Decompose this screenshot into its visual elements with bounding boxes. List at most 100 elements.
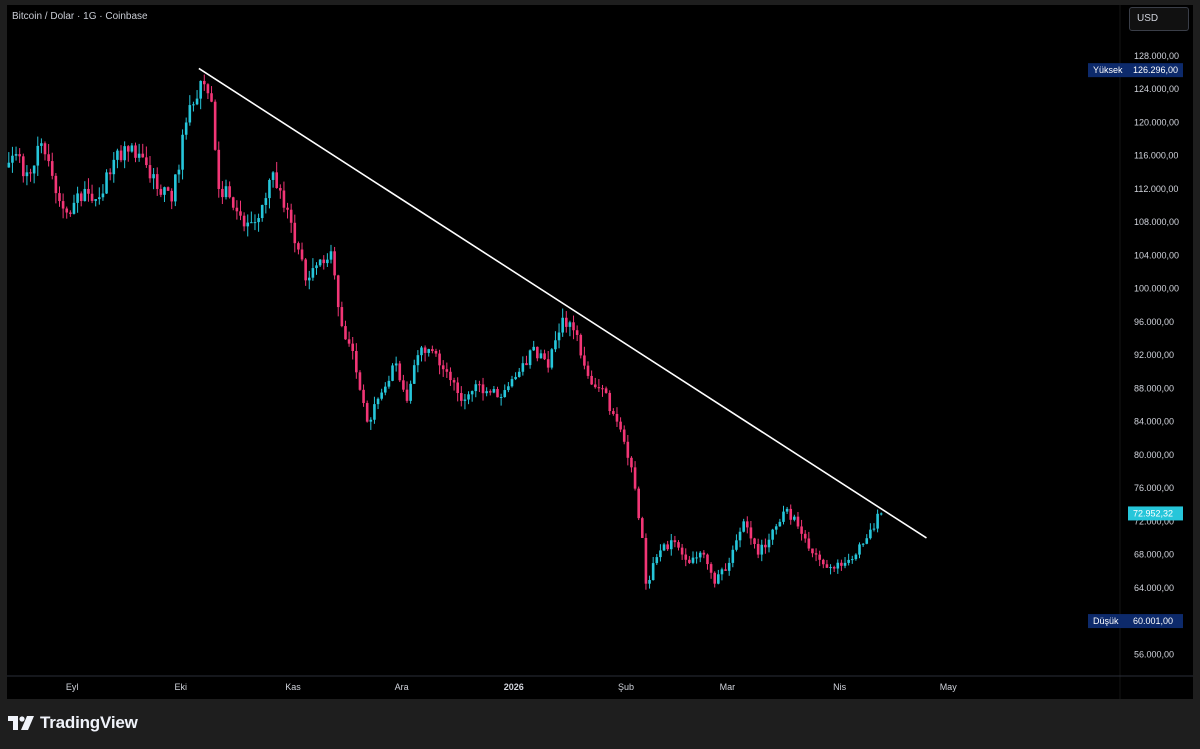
price-tick-label: 88.000,00 [1134,383,1174,393]
candle-body [202,80,206,85]
candle-body [119,150,123,161]
candle-body [655,557,659,564]
candle-body [279,188,282,191]
time-tick-label: May [940,682,958,692]
candle-body [521,363,525,372]
price-axis: 128.000,00 124.000,00 120.000,00 116.000,00… [1134,51,1179,659]
price-tick-label: 64.000,00 [1134,583,1174,593]
candle-body [445,369,449,372]
candle-body [434,351,438,354]
high-tag-value: 126.296,00 [1133,65,1178,75]
candle-body [365,403,369,422]
candle-body [61,201,65,209]
candle-body [152,174,155,179]
price-tick-label: 68.000,00 [1134,550,1174,560]
candle-body [847,559,850,563]
candle-body [7,162,11,168]
candle-body [604,388,608,393]
candle-body [597,387,601,389]
candle-body [702,552,706,555]
currency-button[interactable]: USD [1129,7,1189,31]
candle-body [351,343,355,352]
price-tick-label: 116.000,00 [1134,151,1178,161]
candle-body [706,554,709,565]
tradingview-logo[interactable]: TradingView [8,713,138,733]
candle-body [760,544,764,555]
candle-body [282,190,286,208]
candle-body [184,122,188,135]
candle-body [738,531,742,541]
candle-body [485,391,488,394]
candle-body [297,243,300,250]
candle-body [409,383,412,401]
candle-body [470,391,474,395]
candle-body [123,146,126,161]
candle-body [731,549,735,563]
candle-body [543,353,546,360]
candle-body [662,544,666,551]
last-price-tag-value: 72.952,32 [1133,508,1173,518]
candle-body [782,511,785,522]
candle-body [423,347,427,353]
candle-body [630,457,633,468]
candle-body [449,371,452,381]
candle-body [869,529,872,539]
candle-body [195,98,199,105]
candle-body [228,186,231,198]
chart-area[interactable] [7,5,1193,699]
candle-body [391,365,394,381]
candle-body [137,153,141,158]
candle-body [246,222,250,227]
price-tick-label: 124.000,00 [1134,84,1179,94]
candle-body [405,389,409,401]
price-tick-label: 76.000,00 [1134,483,1174,493]
candle-body [412,365,416,384]
candle-body [441,365,445,370]
candle-body [322,259,326,264]
candle-body [822,559,825,565]
candle-body [326,259,329,264]
candle-body [344,326,347,340]
candle-body [307,277,311,281]
candle-body [21,156,25,177]
candle-body [163,187,166,195]
candle-body [206,84,210,94]
candle-body [622,429,626,442]
candle-body [727,562,731,571]
candle-body [98,197,101,200]
time-axis: Eyl Eki Kas Ara 2026 Şub Mar Nis May [66,682,957,692]
candle-body [872,528,876,530]
candle-body [814,553,818,555]
candle-body [387,380,391,387]
candle-body [304,259,307,281]
candle-body [593,384,597,388]
candle-body [528,350,532,366]
candle-body [54,175,58,194]
candle-body [601,388,604,390]
candle-body [807,538,811,549]
candle-body [478,384,481,386]
candle-body [854,554,858,560]
candle-body [145,157,148,166]
candle-body [268,179,271,199]
candle-body [76,193,79,203]
price-tick-label: 112.000,00 [1134,184,1178,194]
candlestick-chart[interactable]: 128.000,00 124.000,00 120.000,00 116.000,00… [0,0,1200,700]
candle-body [431,349,434,352]
candle-body [177,169,181,175]
candle-body [362,389,365,404]
candle-body [713,572,717,584]
candle-body [865,538,869,544]
candle-body [463,399,467,401]
candle-body [50,161,54,176]
candle-body [311,268,315,278]
candle-body [536,346,539,359]
candle-body [260,204,264,219]
candle-body [840,562,843,566]
candle-body [213,101,217,150]
price-tick-label: 128.000,00 [1134,51,1179,61]
candle-body [709,564,713,573]
candle-body [242,215,246,227]
candle-body [300,249,304,260]
candle-body [355,351,358,373]
